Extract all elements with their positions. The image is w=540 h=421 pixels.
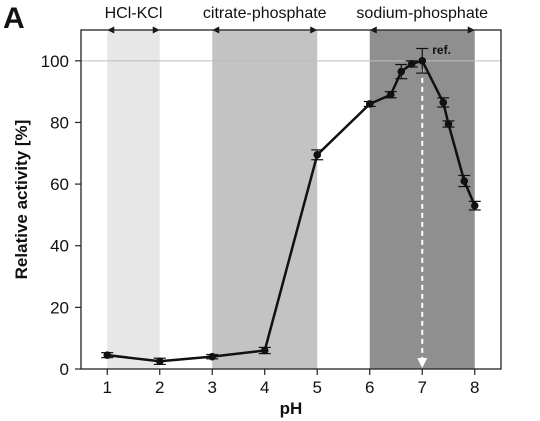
x-tick-label-0: 1 [103, 378, 112, 397]
data-point-4 [313, 151, 322, 159]
y-tick-label-4: 80 [50, 113, 69, 132]
data-point-8 [407, 60, 416, 68]
x-tick-label-6: 7 [418, 378, 427, 397]
data-point-3 [260, 346, 269, 355]
buffer-region-1 [212, 30, 318, 369]
data-point-12 [460, 177, 469, 185]
y-tick-label-1: 20 [50, 298, 69, 317]
buffer-regions [107, 30, 475, 369]
y-tick-label-0: 0 [60, 360, 69, 379]
x-axis: 1 2 3 4 5 6 7 8 [103, 369, 479, 397]
data-points [103, 57, 479, 366]
data-point-2 [208, 352, 217, 361]
x-tick-label-4: 5 [313, 378, 322, 397]
reference-arrowhead [417, 358, 428, 368]
ref-annotation: ref. [432, 43, 451, 57]
y-tick-label-5: 100 [41, 52, 69, 71]
x-axis-title: pH [280, 399, 303, 418]
data-point-10 [439, 98, 448, 107]
y-tick-label-3: 60 [50, 175, 69, 194]
data-point-9 [418, 57, 427, 65]
x-tick-label-5: 6 [365, 378, 374, 397]
x-tick-label-2: 3 [208, 378, 217, 397]
data-point-5 [365, 100, 374, 108]
buffer-region-0 [107, 30, 160, 369]
data-point-6 [386, 90, 395, 99]
buffer-region-label-0: HCl-KCl [105, 5, 163, 22]
panel-label: A [3, 2, 25, 35]
data-point-7 [397, 67, 406, 76]
x-tick-label-7: 8 [470, 378, 479, 397]
x-tick-label-1: 2 [155, 378, 164, 397]
data-point-1 [155, 357, 164, 366]
data-point-11 [444, 120, 453, 128]
plot-frame [80, 29, 502, 370]
data-point-13 [470, 201, 479, 210]
x-tick-label-3: 4 [260, 378, 269, 397]
data-point-0 [103, 351, 112, 359]
y-tick-label-2: 40 [50, 237, 69, 256]
buffer-region-label-2: sodium-phosphate [356, 5, 488, 22]
buffer-region-label-1: citrate-phosphate [203, 5, 327, 22]
y-axis-title: Relative activity [%] [12, 120, 31, 280]
region-labels: HCl-KCl citrate-phosphate sodium-phosphate [105, 5, 488, 34]
y-axis: 0 20 40 60 80 100 [41, 52, 81, 379]
